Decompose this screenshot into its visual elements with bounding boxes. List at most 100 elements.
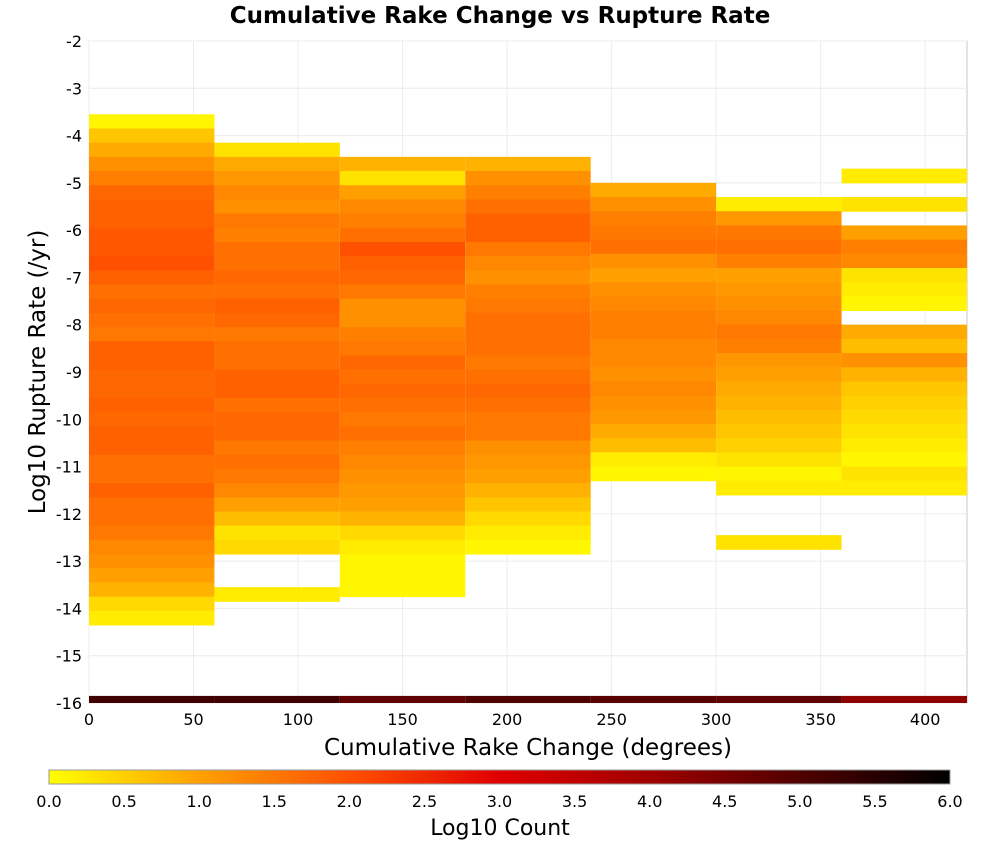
y-tick-label: -9 bbox=[66, 363, 82, 382]
heatmap-cell bbox=[89, 426, 215, 442]
heatmap-cell bbox=[590, 324, 717, 340]
heatmap-cell bbox=[465, 355, 591, 371]
heatmap-cell bbox=[841, 367, 967, 382]
y-tick-label: -7 bbox=[66, 268, 82, 287]
heatmap-cell bbox=[465, 440, 591, 456]
heatmap-cell bbox=[590, 253, 717, 269]
heatmap-cell bbox=[841, 395, 967, 411]
heatmap-cell bbox=[89, 213, 215, 229]
heatmap-cell bbox=[339, 454, 466, 470]
heatmap-cell bbox=[89, 369, 215, 385]
heatmap-cell bbox=[214, 440, 340, 456]
heatmap-cell bbox=[339, 511, 466, 527]
heatmap-cell bbox=[339, 483, 466, 498]
heatmap-cell bbox=[590, 225, 717, 241]
heatmap-cell bbox=[339, 426, 466, 442]
y-tick-labels: -16 -15 -14 -13 -12 -11 -10 -9 -8 -7 -6 -5 -4 -3 -2 bbox=[56, 32, 82, 713]
heatmap-cell bbox=[339, 270, 466, 286]
heatmap-cell bbox=[89, 525, 215, 541]
heatmap-cell bbox=[214, 298, 340, 314]
heatmap-cell bbox=[214, 199, 340, 215]
heatmap-cell bbox=[465, 497, 591, 512]
heatmap-cell bbox=[716, 338, 842, 354]
heatmap-cell bbox=[339, 185, 466, 200]
heatmap-cell bbox=[214, 525, 340, 541]
heatmap-cell bbox=[716, 409, 842, 425]
heatmap-cell bbox=[214, 483, 340, 498]
heatmap-cell bbox=[89, 454, 215, 470]
heatmap-cell bbox=[465, 171, 591, 186]
colorbar-tick-labels: 0.0 0.5 1.0 1.5 2.0 2.5 3.0 3.5 4.0 4.5 5.0 5.5 6.0 bbox=[36, 792, 962, 811]
heatmap-cell bbox=[214, 185, 340, 200]
x-tick-label: 350 bbox=[805, 710, 836, 729]
y-tick-label: -5 bbox=[66, 174, 82, 193]
y-tick-label: -13 bbox=[56, 552, 82, 571]
colorbar-tick-label: 4.5 bbox=[712, 792, 737, 811]
colorbar-tick-label: 4.0 bbox=[637, 792, 662, 811]
heatmap-cell bbox=[214, 383, 340, 399]
heatmap-cell bbox=[214, 142, 340, 158]
heatmap-cell bbox=[89, 199, 215, 215]
heatmap-cell bbox=[89, 554, 215, 569]
heatmap-cell bbox=[339, 468, 466, 484]
heatmap-cell bbox=[89, 185, 215, 200]
heatmap-cell bbox=[89, 610, 215, 626]
heatmap-cells bbox=[89, 114, 967, 703]
heatmap-cell bbox=[465, 156, 591, 172]
heatmap-cell bbox=[89, 312, 215, 328]
heatmap-cell bbox=[841, 253, 967, 269]
heatmap-cell bbox=[339, 582, 466, 598]
heatmap-cell bbox=[590, 367, 717, 382]
heatmap-cell bbox=[339, 171, 466, 186]
heatmap-cell bbox=[465, 398, 591, 413]
heatmap-cell bbox=[214, 312, 340, 328]
colorbar-tick-label: 1.0 bbox=[186, 792, 211, 811]
heatmap-cell bbox=[590, 409, 717, 425]
heatmap-cell bbox=[716, 197, 842, 212]
heatmap-cell bbox=[716, 225, 842, 241]
heatmap-cell bbox=[339, 554, 466, 569]
x-tick-label: 250 bbox=[596, 710, 627, 729]
heatmap-cell bbox=[590, 310, 717, 326]
heatmap-cell bbox=[841, 409, 967, 425]
heatmap-cell bbox=[89, 497, 215, 512]
heatmap-cell bbox=[89, 539, 215, 555]
heatmap-cell bbox=[716, 452, 842, 468]
heatmap-cell bbox=[841, 695, 967, 703]
colorbar-tick-label: 0.0 bbox=[36, 792, 61, 811]
heatmap-cell bbox=[339, 199, 466, 215]
heatmap-cell bbox=[89, 341, 215, 356]
heatmap-cell bbox=[89, 128, 215, 144]
heatmap-cell bbox=[339, 298, 466, 314]
colorbar-tick-label: 0.5 bbox=[111, 792, 136, 811]
heatmap-cell bbox=[841, 466, 967, 482]
heatmap-cell bbox=[89, 582, 215, 598]
heatmap-cell bbox=[89, 383, 215, 399]
heatmap-cell bbox=[590, 197, 717, 212]
heatmap-cell bbox=[339, 412, 466, 427]
colorbar-tick-label: 6.0 bbox=[937, 792, 962, 811]
heatmap-cell bbox=[590, 267, 717, 283]
heatmap-cell bbox=[214, 156, 340, 172]
heatmap-cell bbox=[89, 142, 215, 158]
colorbar-tick-label: 5.5 bbox=[862, 792, 887, 811]
heatmap-cell bbox=[89, 284, 215, 300]
heatmap-cell bbox=[214, 369, 340, 385]
heatmap-cell bbox=[339, 355, 466, 371]
y-tick-label: -10 bbox=[56, 410, 82, 429]
heatmap-cell bbox=[214, 587, 340, 602]
heatmap-cell bbox=[89, 327, 215, 342]
heatmap-cell bbox=[89, 270, 215, 286]
heatmap-cell bbox=[590, 239, 717, 255]
x-tick-label: 100 bbox=[283, 710, 314, 729]
heatmap-cell bbox=[716, 267, 842, 283]
heatmap-cell bbox=[339, 383, 466, 399]
heatmap-cell bbox=[465, 327, 591, 342]
heatmap-cell bbox=[590, 438, 717, 453]
heatmap-cell bbox=[590, 695, 717, 703]
heatmap-cell bbox=[89, 241, 215, 257]
heatmap-cell bbox=[841, 267, 967, 283]
heatmap-cell bbox=[841, 480, 967, 496]
heatmap-cell bbox=[716, 253, 842, 269]
